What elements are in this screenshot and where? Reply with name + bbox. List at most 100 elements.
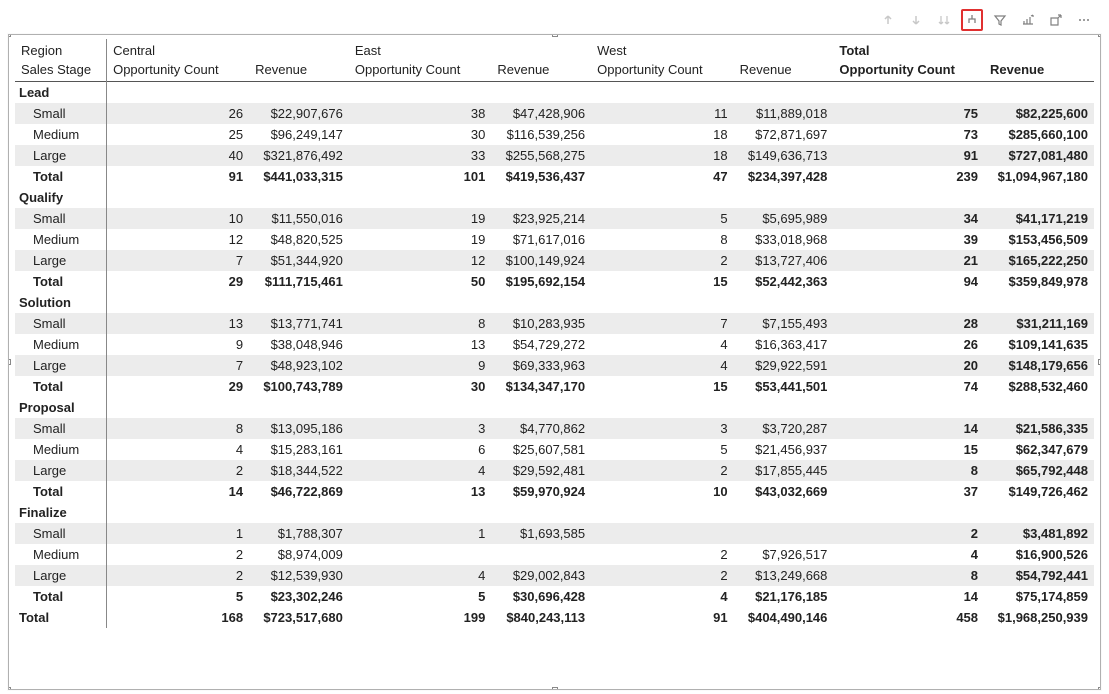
expand-next-level-icon[interactable] (933, 9, 955, 31)
col-group-total[interactable]: Total (833, 39, 1094, 60)
row-header-2[interactable]: Sales Stage (15, 60, 107, 82)
col-west-rev[interactable]: Revenue (734, 60, 834, 82)
drill-down-icon[interactable] (905, 9, 927, 31)
cell-revenue: $43,032,669 (734, 481, 834, 502)
cell-count: 18 (591, 124, 734, 145)
cell-revenue: $72,871,697 (734, 124, 834, 145)
row-header-1[interactable]: Region (15, 39, 107, 60)
table-row[interactable]: Total14$46,722,86913$59,970,92410$43,032… (15, 481, 1094, 502)
focus-mode-icon[interactable] (1017, 9, 1039, 31)
cell-count: 10 (591, 481, 734, 502)
col-group-central[interactable]: Central (107, 39, 349, 60)
table-row[interactable]: Qualify (15, 187, 1094, 208)
cell-count: 18 (591, 145, 734, 166)
cell-revenue: $16,363,417 (734, 334, 834, 355)
cell-count: 4 (349, 460, 492, 481)
table-row[interactable]: Medium2$8,974,0092$7,926,5174$16,900,526 (15, 544, 1094, 565)
cell-count: 8 (833, 565, 984, 586)
matrix-visual[interactable]: Region Central East West Total Sales Sta… (8, 34, 1101, 690)
table-row[interactable]: Total91$441,033,315101$419,536,43747$234… (15, 166, 1094, 187)
cell-revenue: $148,179,656 (984, 355, 1094, 376)
col-east-rev[interactable]: Revenue (491, 60, 591, 82)
table-row[interactable]: Lead (15, 82, 1094, 103)
table-row[interactable]: Medium9$38,048,94613$54,729,2724$16,363,… (15, 334, 1094, 355)
table-row[interactable]: Medium12$48,820,52519$71,617,0168$33,018… (15, 229, 1094, 250)
popout-icon[interactable] (1045, 9, 1067, 31)
table-row[interactable]: Large40$321,876,49233$255,568,27518$149,… (15, 145, 1094, 166)
table-row[interactable]: Small1$1,788,3071$1,693,5852$3,481,892 (15, 523, 1094, 544)
table-row[interactable]: Proposal (15, 397, 1094, 418)
col-central-count[interactable]: Opportunity Count (107, 60, 250, 82)
resize-grip[interactable] (8, 359, 11, 365)
row-label: Large (15, 565, 107, 586)
cell-count: 26 (833, 334, 984, 355)
cell-count: 2 (591, 544, 734, 565)
table-row[interactable]: Large2$18,344,5224$29,592,4812$17,855,44… (15, 460, 1094, 481)
col-east-count[interactable]: Opportunity Count (349, 60, 492, 82)
more-options-icon[interactable] (1073, 9, 1095, 31)
cell-empty (734, 292, 834, 313)
col-group-east[interactable]: East (349, 39, 591, 60)
cell-revenue: $109,141,635 (984, 334, 1094, 355)
cell-count: 38 (349, 103, 492, 124)
cell-revenue: $48,923,102 (249, 355, 349, 376)
table-row[interactable]: Small13$13,771,7418$10,283,9357$7,155,49… (15, 313, 1094, 334)
drill-up-icon[interactable] (877, 9, 899, 31)
col-central-rev[interactable]: Revenue (249, 60, 349, 82)
cell-revenue: $52,442,363 (734, 271, 834, 292)
cell-revenue: $29,922,591 (734, 355, 834, 376)
cell-revenue: $21,586,335 (984, 418, 1094, 439)
resize-grip[interactable] (552, 687, 558, 690)
table-row[interactable]: Large2$12,539,9304$29,002,8432$13,249,66… (15, 565, 1094, 586)
table-row[interactable]: Medium4$15,283,1616$25,607,5815$21,456,9… (15, 439, 1094, 460)
resize-grip[interactable] (552, 34, 558, 37)
row-label: Total (15, 376, 107, 397)
table-row[interactable]: Small26$22,907,67638$47,428,90611$11,889… (15, 103, 1094, 124)
resize-grip[interactable] (8, 34, 11, 37)
table-row[interactable]: Medium25$96,249,14730$116,539,25618$72,8… (15, 124, 1094, 145)
row-label: Large (15, 355, 107, 376)
cell-count: 29 (107, 271, 250, 292)
table-row[interactable]: Total5$23,302,2465$30,696,4284$21,176,18… (15, 586, 1094, 607)
cell-revenue: $13,727,406 (734, 250, 834, 271)
cell-revenue: $29,592,481 (491, 460, 591, 481)
cell-count: 19 (349, 208, 492, 229)
table-row[interactable]: Small8$13,095,1863$4,770,8623$3,720,2871… (15, 418, 1094, 439)
resize-grip[interactable] (1098, 34, 1101, 37)
cell-empty (491, 502, 591, 523)
expand-hierarchy-icon[interactable] (961, 9, 983, 31)
table-row[interactable]: Total168$723,517,680199$840,243,11391$40… (15, 607, 1094, 628)
table-row[interactable]: Large7$51,344,92012$100,149,9242$13,727,… (15, 250, 1094, 271)
cell-revenue: $149,636,713 (734, 145, 834, 166)
filter-icon[interactable] (989, 9, 1011, 31)
cell-count: 4 (591, 586, 734, 607)
table-row[interactable]: Total29$100,743,78930$134,347,17015$53,4… (15, 376, 1094, 397)
resize-grip[interactable] (8, 687, 11, 690)
cell-revenue: $33,018,968 (734, 229, 834, 250)
cell-empty (833, 82, 984, 103)
col-total-count[interactable]: Opportunity Count (833, 60, 984, 82)
row-label: Lead (15, 82, 107, 103)
resize-grip[interactable] (1098, 687, 1101, 690)
cell-revenue: $285,660,100 (984, 124, 1094, 145)
table-row[interactable]: Finalize (15, 502, 1094, 523)
table-row[interactable]: Solution (15, 292, 1094, 313)
col-total-rev[interactable]: Revenue (984, 60, 1094, 82)
row-label: Qualify (15, 187, 107, 208)
cell-revenue: $62,347,679 (984, 439, 1094, 460)
table-row[interactable]: Total29$111,715,46150$195,692,15415$52,4… (15, 271, 1094, 292)
cell-count: 1 (349, 523, 492, 544)
col-group-west[interactable]: West (591, 39, 833, 60)
cell-empty (349, 187, 492, 208)
cell-count: 7 (107, 355, 250, 376)
cell-count: 39 (833, 229, 984, 250)
col-west-count[interactable]: Opportunity Count (591, 60, 734, 82)
resize-grip[interactable] (1098, 359, 1101, 365)
table-row[interactable]: Small10$11,550,01619$23,925,2145$5,695,9… (15, 208, 1094, 229)
cell-revenue (734, 523, 834, 544)
cell-count: 47 (591, 166, 734, 187)
cell-count: 2 (833, 523, 984, 544)
table-row[interactable]: Large7$48,923,1029$69,333,9634$29,922,59… (15, 355, 1094, 376)
cell-empty (349, 502, 492, 523)
row-label: Small (15, 313, 107, 334)
